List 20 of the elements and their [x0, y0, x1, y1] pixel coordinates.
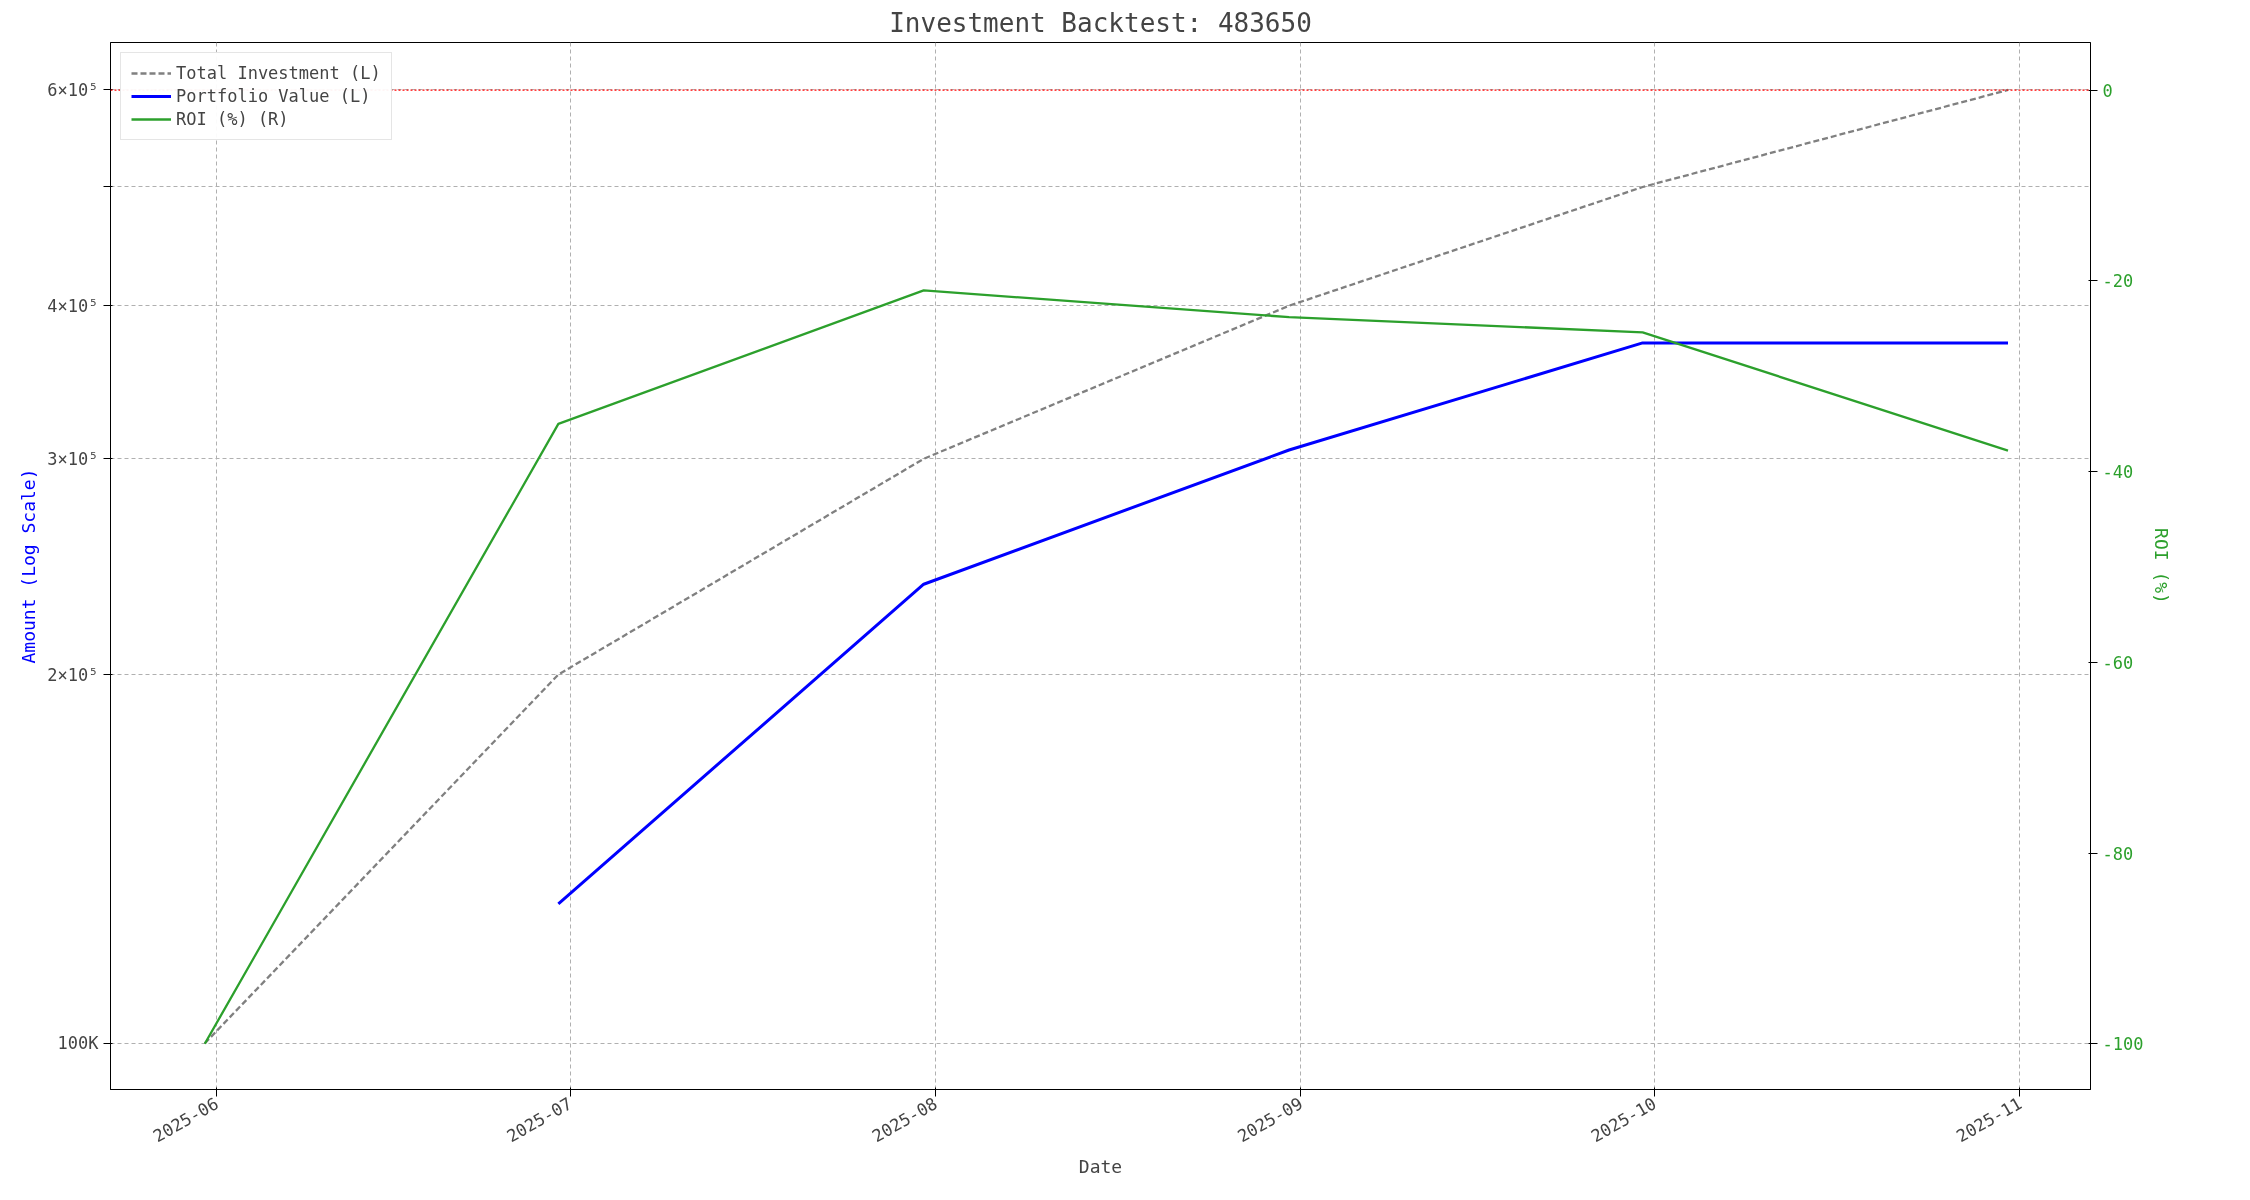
y2-tick-label: 0 — [2102, 80, 2113, 101]
line-series — [203, 289, 2010, 1045]
legend-label: Portfolio Value (L) — [176, 86, 371, 106]
y2-tick-label: -100 — [2102, 1034, 2144, 1055]
legend-label: Total Investment (L) — [176, 63, 381, 83]
y2-tick-label: -40 — [2102, 462, 2134, 483]
y-tick-label: 6×10⁵ — [47, 79, 99, 100]
y-tick-label: 2×10⁵ — [47, 664, 99, 685]
y-tick-label: 100K — [57, 1033, 100, 1054]
line-series — [556, 341, 2010, 906]
y2-tick-label: -20 — [2102, 271, 2134, 292]
y2-tick-label: -80 — [2102, 843, 2134, 864]
y-axis-title: Amount (Log Scale) — [18, 468, 40, 664]
x-axis-title: Date — [1078, 1156, 1123, 1178]
y-tick-label: 4×10⁵ — [47, 295, 99, 316]
legend-label: ROI (%) (R) — [176, 109, 289, 129]
y-tick-label: 3×10⁵ — [47, 448, 99, 469]
y2-axis-title: ROI (%) — [2151, 528, 2173, 604]
chart-title: Investment Backtest: 483650 — [889, 7, 1312, 38]
y2-tick-label: -60 — [2102, 652, 2134, 673]
